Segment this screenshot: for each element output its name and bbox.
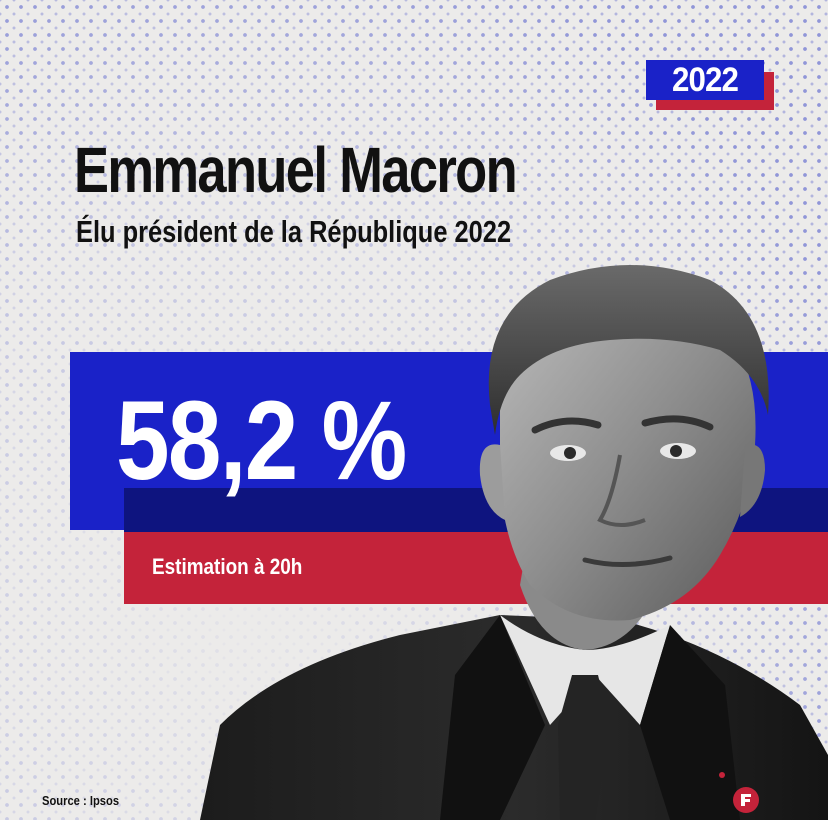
year-badge: 2022 (646, 60, 774, 110)
year-badge-label: 2022 (672, 61, 739, 99)
year-badge-blue-box (646, 60, 764, 100)
result-percentage: 58,2 % (116, 378, 407, 503)
brand-logo-icon (733, 787, 759, 813)
headline-name: Emmanuel Macron (74, 134, 518, 206)
source-credit: Source : Ipsos (42, 793, 120, 808)
portrait-photo (200, 265, 828, 820)
result-caption: Estimation à 20h (152, 554, 303, 579)
headline-subtitle: Élu président de la République 2022 (76, 214, 512, 249)
